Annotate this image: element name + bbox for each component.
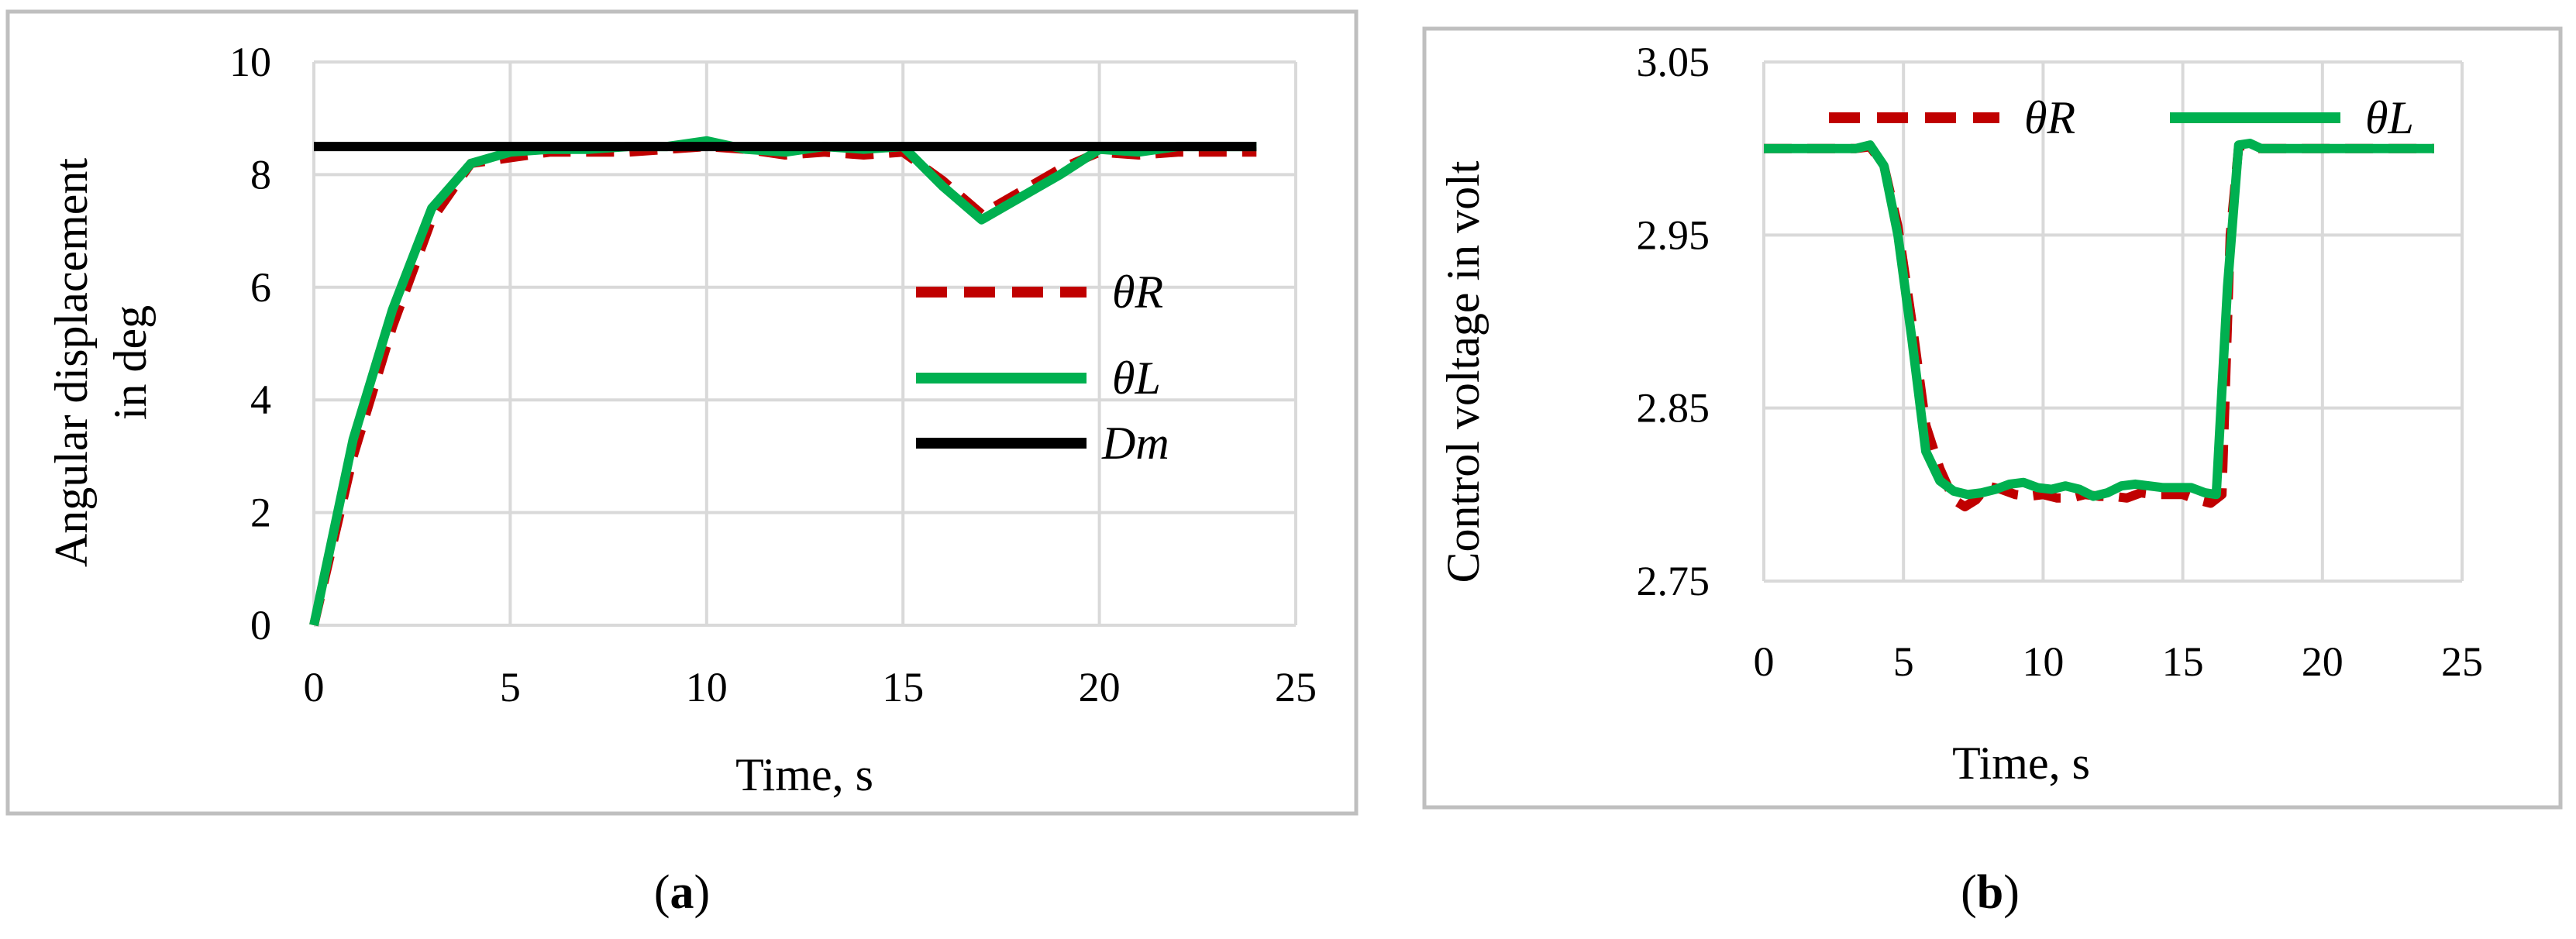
panel-a-y-axis-title-line-1: Angular displacement: [46, 158, 97, 567]
panel-a-y-tick-label: 6: [250, 264, 271, 311]
panel-b-legend-label-theta-r: θR: [2024, 92, 2075, 143]
panel-b-y-axis-title: Control voltage in volt: [1438, 160, 1489, 583]
panel-b-caption: (b): [1961, 866, 2020, 919]
panel-b-y-tick-label: 2.85: [1637, 385, 1710, 432]
panel-b-x-axis-title: Time, s: [1952, 738, 2090, 789]
panel-b-series-line-theta-l: [1764, 139, 2434, 501]
panel-a-y-tick-label: 2: [250, 490, 271, 536]
panel-a-x-tick-label: 15: [882, 664, 924, 710]
panel-b-legend-label-theta-l: θL: [2365, 92, 2414, 143]
panel-b-y-tick-label: 3.05: [1637, 39, 1710, 85]
panel-a-x-tick-label: 10: [686, 664, 728, 710]
panel-b-x-tick-label: 25: [2441, 638, 2483, 685]
panel-a-series: [309, 136, 1257, 627]
panel-b-x-tick-label: 15: [2162, 638, 2204, 685]
panel-b-x-tick-labels: 0 5 10 15 20 25: [1754, 638, 2484, 685]
panel-a-legend: θR θL Dm: [916, 267, 1169, 469]
panel-b: 2.75 2.85 2.95 3.05 0 5 10 15 20 25 Control volt…: [1422, 26, 2563, 919]
panel-a-y-tick-label: 10: [229, 39, 271, 85]
panel-a-x-tick-label: 5: [500, 664, 521, 710]
panel-a-legend-label-theta-r: θR: [1112, 267, 1163, 318]
panel-a-y-tick-label: 0: [250, 602, 271, 648]
panel-a-frame: [5, 9, 1359, 816]
panel-b-y-tick-label: 2.95: [1637, 212, 1710, 258]
panel-b-y-tick-label: 2.75: [1637, 558, 1710, 604]
panel-a-caption: (a): [654, 866, 710, 919]
panel-b-legend: θR θL: [1829, 92, 2414, 143]
panel-a-y-tick-label: 8: [250, 151, 271, 198]
panel-a-x-tick-label: 20: [1079, 664, 1121, 710]
panel-a-y-axis-title-line-2: in deg: [105, 305, 156, 420]
panel-a-legend-label-dm: Dm: [1101, 418, 1169, 469]
panel-a-x-tick-labels: 0 5 10 15 20 25: [304, 664, 1317, 710]
panel-a-y-tick-label: 4: [250, 377, 271, 423]
panel-b-y-tick-labels: 2.75 2.85 2.95 3.05: [1637, 39, 1710, 604]
panel-a-grid: [312, 60, 1297, 627]
panel-b-series: [1764, 139, 2434, 511]
panel-a-x-tick-label: 25: [1275, 664, 1317, 710]
panel-b-x-tick-label: 5: [1893, 638, 1914, 685]
panel-b-x-tick-label: 0: [1754, 638, 1775, 685]
panel-b-frame: [1422, 26, 2563, 810]
panel-a-y-tick-labels: 0 2 4 6 8 10: [229, 39, 271, 648]
panel-a-legend-label-theta-l: θL: [1112, 353, 1161, 404]
panel-b-x-tick-label: 10: [2022, 638, 2064, 685]
panel-a-x-tick-label: 0: [304, 664, 325, 710]
panel-b-x-tick-label: 20: [2302, 638, 2344, 685]
panel-a-x-axis-title: Time, s: [735, 749, 873, 800]
